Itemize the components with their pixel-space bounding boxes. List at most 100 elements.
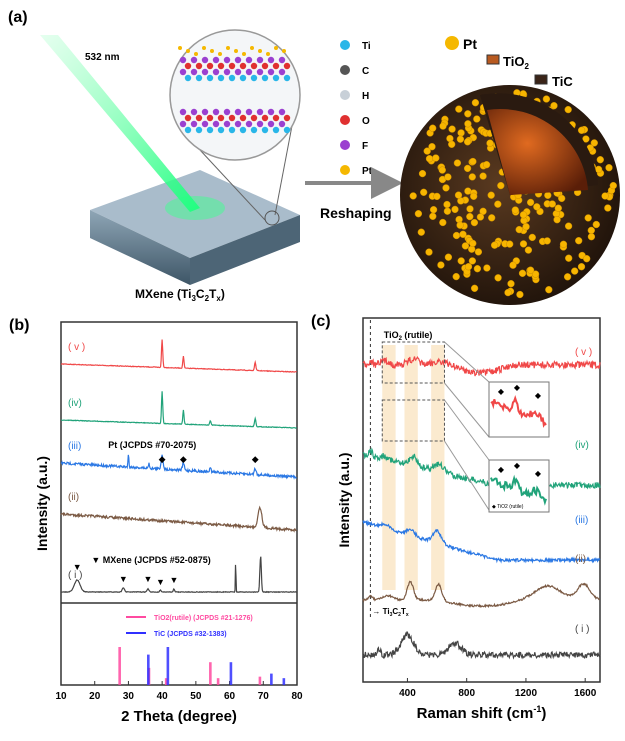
reshaping-label: Reshaping xyxy=(320,205,392,221)
pt-particle-icon xyxy=(526,266,535,274)
inset-series-line xyxy=(490,395,547,428)
laser-wavelength-label: 532 nm xyxy=(85,52,120,63)
pt-label: Pt xyxy=(463,36,477,52)
reference-stick xyxy=(216,678,220,685)
atom-icon xyxy=(179,108,187,116)
pt-particle-icon xyxy=(466,212,474,221)
atom-icon xyxy=(256,120,264,128)
x-axis-label: 2 Theta (degree) xyxy=(121,708,237,725)
atom-icon xyxy=(267,108,275,116)
pt-particle-icon xyxy=(468,173,476,181)
pt-particle-icon xyxy=(519,240,528,248)
xrd-series-4 xyxy=(60,556,297,594)
atom-pt-icon xyxy=(340,165,350,175)
pt-atom-icon xyxy=(226,46,230,50)
pt-particle-icon xyxy=(420,188,428,196)
tio2-peak-marker-icon: ◆ xyxy=(535,469,542,478)
pt-particle-icon xyxy=(452,272,460,281)
mxene-peak-marker-icon: ▼ xyxy=(73,562,82,572)
series-label: (iv) xyxy=(68,398,82,409)
pt-particle-icon xyxy=(542,95,551,103)
atom-icon xyxy=(184,126,192,134)
xrd-series-3 xyxy=(60,505,298,533)
pt-peak-marker-icon: ◆ xyxy=(252,454,259,464)
atom-icon xyxy=(217,114,225,122)
pt-particle-icon xyxy=(554,204,562,212)
pt-particle-icon xyxy=(456,135,465,143)
pt-particle-icon xyxy=(515,225,523,234)
pt-particle-icon xyxy=(543,237,551,245)
atom-f-icon xyxy=(340,140,350,150)
atom-legend-label: H xyxy=(362,91,369,102)
x-tick-label: 10 xyxy=(55,691,67,702)
xrd-series-2 xyxy=(60,454,298,480)
pt-particle-icon xyxy=(609,181,617,190)
reference-stick xyxy=(166,647,170,685)
atom-legend-label: C xyxy=(362,66,369,77)
pt-particle-icon xyxy=(473,115,481,123)
x-tick-label: 400 xyxy=(399,688,416,699)
pt-particle-icon xyxy=(553,216,561,224)
pt-particle-icon xyxy=(438,166,446,174)
atom-icon xyxy=(278,68,286,76)
pt-particle-icon xyxy=(528,233,536,242)
atom-icon xyxy=(245,56,253,64)
atom-c-icon xyxy=(340,65,350,75)
pt-particle-icon xyxy=(437,261,445,269)
raman-series-3 xyxy=(362,580,600,609)
atom-icon xyxy=(190,56,198,64)
pt-particle-icon xyxy=(548,200,556,208)
pt-particle-icon xyxy=(497,181,505,190)
atom-icon xyxy=(250,74,258,82)
pt-particle-icon xyxy=(469,157,477,166)
pt-peak-marker-icon: ◆ xyxy=(159,454,166,464)
atom-icon xyxy=(201,120,209,128)
series-label: (ii) xyxy=(575,554,586,565)
pt-particle-icon xyxy=(457,129,465,137)
atom-h-icon xyxy=(340,90,350,100)
atom-icon xyxy=(206,74,214,82)
pt-atom-icon xyxy=(266,52,270,56)
atom-icon xyxy=(250,114,258,122)
atom-icon xyxy=(217,62,225,70)
atom-icon xyxy=(250,62,258,70)
x-tick-label: 50 xyxy=(190,691,202,702)
raman-series-4 xyxy=(362,631,601,660)
atomic-structure-zoom xyxy=(169,29,301,226)
pt-particle-icon xyxy=(464,110,472,118)
pt-particle-icon xyxy=(425,155,434,163)
pt-particle-icon xyxy=(577,263,586,271)
pt-particle-icon xyxy=(444,173,452,181)
pt-particle-icon xyxy=(474,248,483,256)
atom-icon xyxy=(234,108,242,116)
atom-icon xyxy=(206,62,214,70)
series-label: ( i ) xyxy=(575,624,589,635)
pt-particle-icon xyxy=(531,270,540,278)
atom-icon xyxy=(184,62,192,70)
pt-particle-icon xyxy=(417,228,425,236)
x-tick-label: 30 xyxy=(123,691,135,702)
series-label: (iii) xyxy=(68,441,81,452)
zoom-region-box xyxy=(381,399,445,442)
pt-particle-icon xyxy=(596,156,604,164)
atom-icon xyxy=(272,126,280,134)
atom-icon xyxy=(190,68,198,76)
arrow-right-icon: → xyxy=(372,607,382,616)
series-label: (iv) xyxy=(575,440,589,451)
pt-particle-icon xyxy=(464,120,472,128)
pt-particle-icon xyxy=(479,172,487,180)
pt-particle-icon xyxy=(473,265,482,273)
atom-icon xyxy=(272,74,280,82)
pt-peak-marker-icon: ◆ xyxy=(180,454,187,464)
pt-particle-icon xyxy=(468,257,477,265)
mxene-peak-marker-icon: ▼ xyxy=(156,577,165,587)
atom-icon xyxy=(212,68,220,76)
pt-particle-icon xyxy=(504,288,512,297)
mxene-label: MXene (Ti3C2Tx) xyxy=(135,287,225,303)
atom-icon xyxy=(206,126,214,134)
inset-connector xyxy=(444,399,490,461)
ti3c2tx-annotation: → Ti3C2Tx xyxy=(372,607,408,618)
pt-particle-icon xyxy=(443,207,452,215)
atom-ti-icon xyxy=(340,40,350,50)
